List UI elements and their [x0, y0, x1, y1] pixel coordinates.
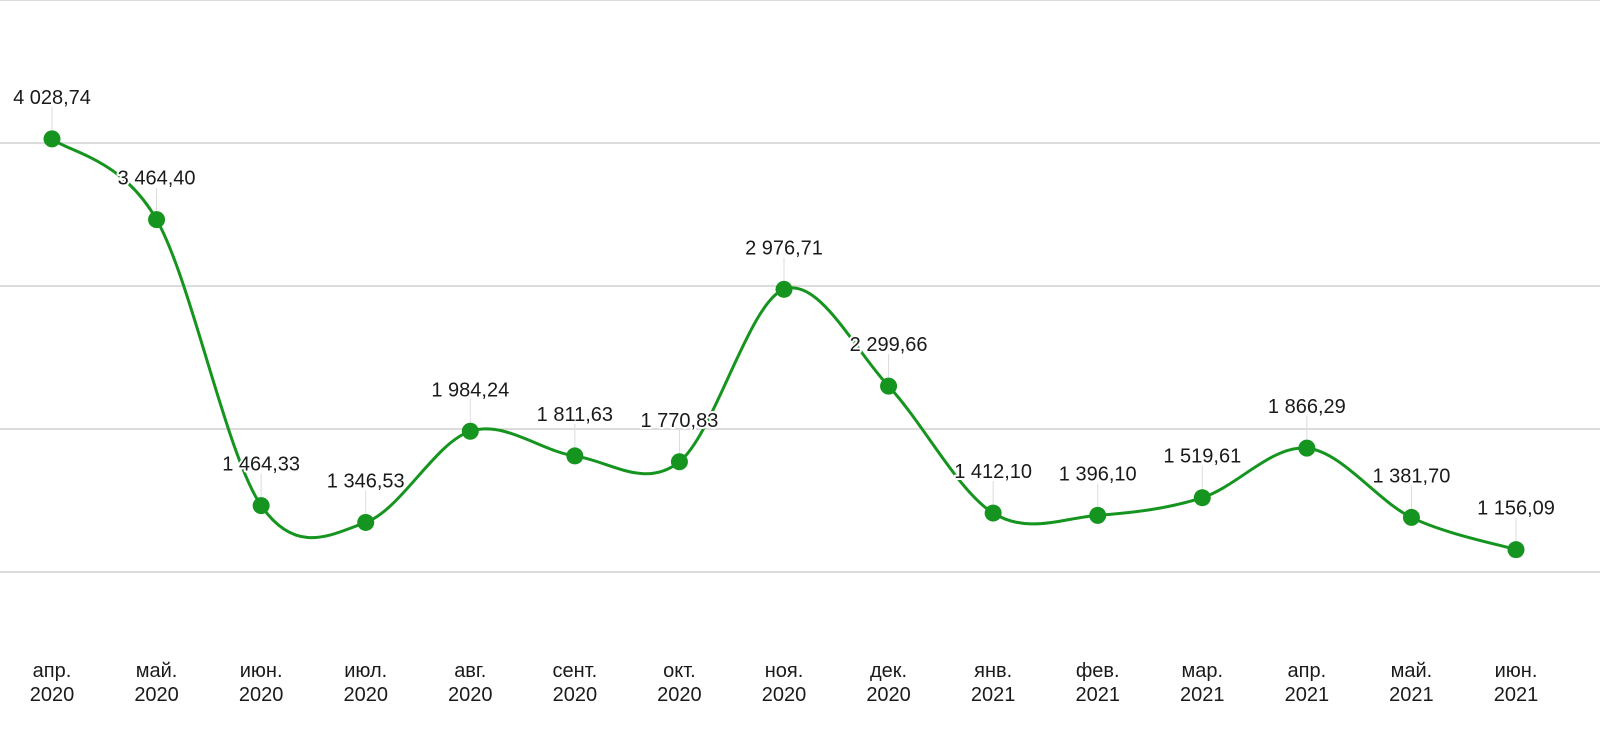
x-tick-label-month: фев. [1076, 660, 1120, 682]
point-layer [43, 130, 1525, 559]
x-tick-label-year: 2020 [448, 684, 493, 706]
x-tick-label-month: мар. [1182, 660, 1224, 682]
series-line [50, 137, 1518, 552]
data-label: 1 346,53 [327, 470, 405, 492]
x-tick-label-month: май. [1391, 660, 1433, 682]
x-tick-label-year: 2020 [134, 684, 179, 706]
x-tick-label-month: дек. [870, 660, 907, 682]
data-point[interactable] [357, 513, 375, 531]
data-label: 1 412,10 [954, 461, 1032, 483]
x-tick-label-month: июл. [344, 660, 387, 682]
data-point[interactable] [880, 377, 898, 395]
x-axis-tick-layer: апр.2020май.2020июн.2020июл.2020авг.2020… [30, 660, 1539, 706]
leader-layer [51, 106, 1517, 542]
x-tick-label-year: 2020 [762, 684, 807, 706]
x-tick-label-year: 2021 [1075, 684, 1120, 706]
x-tick-label-year: 2020 [239, 684, 284, 706]
data-point[interactable] [984, 504, 1002, 522]
x-tick-label-year: 2020 [30, 684, 75, 706]
data-label: 1 984,24 [431, 379, 509, 401]
x-tick-label-month: окт. [663, 660, 696, 682]
data-point[interactable] [461, 422, 479, 440]
x-tick-label-year: 2021 [971, 684, 1016, 706]
data-label: 1 811,63 [537, 404, 613, 426]
grid-layer [0, 0, 1600, 573]
data-label: 2 299,66 [850, 334, 928, 356]
data-point[interactable] [43, 130, 61, 148]
x-tick-label-month: авг. [454, 660, 486, 682]
data-point[interactable] [1193, 489, 1211, 507]
data-point[interactable] [670, 453, 688, 471]
x-tick-label-year: 2021 [1285, 684, 1330, 706]
x-tick-label-month: ноя. [765, 660, 804, 682]
data-label: 1 156,09 [1477, 498, 1555, 520]
data-point[interactable] [1298, 439, 1316, 457]
x-tick-label-month: апр. [1288, 660, 1327, 682]
data-label: 1 464,33 [222, 454, 300, 476]
data-label: 1 866,29 [1268, 396, 1346, 418]
x-tick-label-month: май. [136, 660, 178, 682]
data-label: 3 464,40 [118, 168, 196, 190]
data-label-layer: 4 028,74 3 464,40 1 464,33 1 346,53 1 984,24… [11, 85, 1557, 522]
data-label: 1 770,83 [640, 410, 718, 432]
data-point[interactable] [252, 497, 270, 515]
data-label: 2 976,71 [745, 237, 823, 259]
x-tick-label-year: 2020 [343, 684, 388, 706]
x-tick-label-month: янв. [974, 660, 1012, 682]
x-tick-label-month: июн. [1495, 660, 1538, 682]
x-tick-label-year: 2021 [1494, 684, 1539, 706]
data-point[interactable] [775, 280, 793, 298]
x-tick-label-month: апр. [33, 660, 72, 682]
line-layer [50, 137, 1518, 552]
x-tick-label-month: сент. [553, 660, 598, 682]
data-point[interactable] [1402, 508, 1420, 526]
x-tick-label-year: 2020 [553, 684, 598, 706]
data-label: 1 381,70 [1372, 465, 1450, 487]
data-label: 1 519,61 [1163, 446, 1241, 468]
data-point[interactable] [148, 211, 166, 229]
x-tick-label-year: 2020 [657, 684, 702, 706]
data-point[interactable] [1089, 506, 1107, 524]
x-tick-label-year: 2021 [1180, 684, 1225, 706]
x-tick-label-year: 2021 [1389, 684, 1434, 706]
data-point[interactable] [1507, 541, 1525, 559]
x-tick-label-year: 2020 [866, 684, 911, 706]
data-point[interactable] [566, 447, 584, 465]
x-tick-label-month: июн. [240, 660, 283, 682]
data-label: 4 028,74 [13, 87, 91, 109]
data-label: 1 396,10 [1059, 463, 1137, 485]
